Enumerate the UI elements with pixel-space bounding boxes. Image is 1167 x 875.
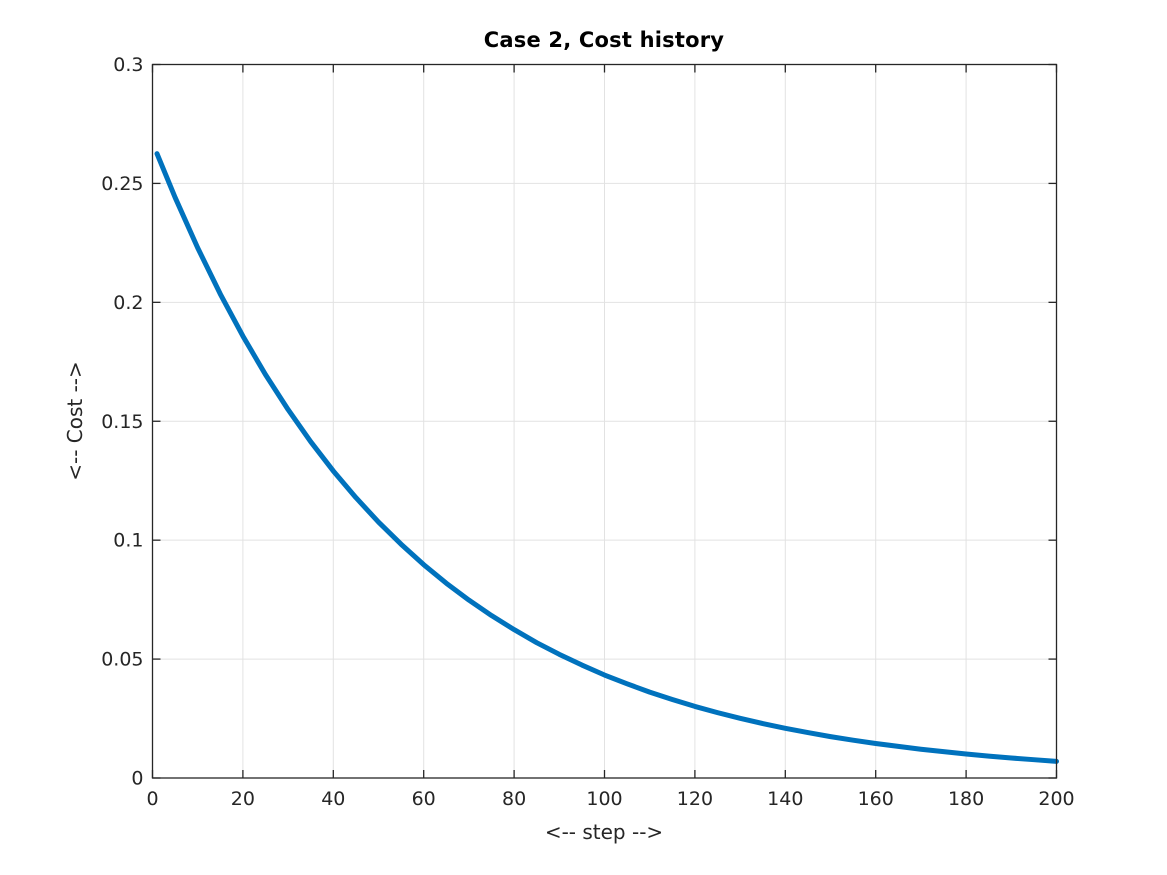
x-tick-label: 180 (948, 788, 984, 810)
chart-title: Case 2, Cost history (483, 28, 725, 52)
x-tick-label: 40 (321, 788, 345, 810)
x-tick-label: 20 (231, 788, 255, 810)
y-tick-label: 0.05 (101, 649, 143, 671)
x-tick-label: 140 (767, 788, 803, 810)
y-tick-label: 0.15 (101, 411, 143, 433)
x-tick-label: 200 (1038, 788, 1074, 810)
y-tick-label: 0.2 (113, 292, 143, 314)
y-tick-label: 0.3 (113, 54, 143, 76)
x-tick-label: 80 (502, 788, 526, 810)
y-tick-label: 0 (131, 768, 143, 790)
x-tick-label: 160 (858, 788, 894, 810)
x-tick-label: 0 (146, 788, 158, 810)
y-tick-label: 0.25 (101, 173, 143, 195)
y-tick-label: 0.1 (113, 530, 143, 552)
x-tick-label: 120 (677, 788, 713, 810)
x-tick-label: 100 (586, 788, 622, 810)
cost-curve (154, 151, 1059, 764)
x-axis-label: <-- step --> (544, 820, 664, 844)
x-tick-label: 60 (412, 788, 436, 810)
